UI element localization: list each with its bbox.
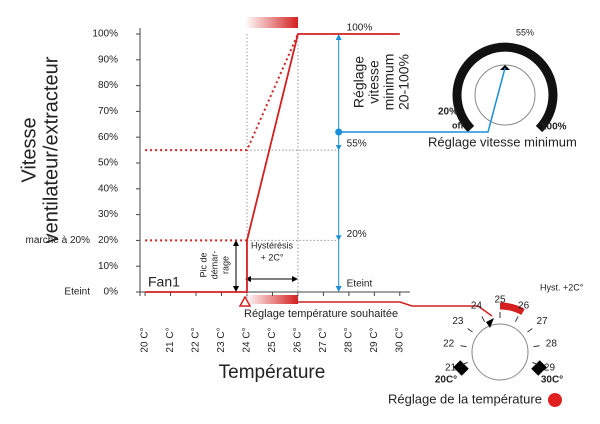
setpoint-link [338, 67, 506, 133]
dial-number: 28 [546, 339, 558, 350]
dial-arc [452, 42, 558, 133]
setpoint-line [298, 301, 493, 317]
y-tick-label: 30% [98, 209, 118, 220]
y-axis-label: Vitesse [18, 117, 40, 182]
dial-tick [467, 328, 473, 333]
dial-stop [531, 360, 547, 376]
x-tick-label: 25 C° [267, 327, 278, 352]
y-tick-label: 50% [98, 158, 118, 169]
hysteresis-label: + 2C° [261, 252, 284, 262]
series-line [145, 33, 299, 152]
scale-label: 20% [347, 229, 367, 240]
y-tick-label: 40% [98, 183, 118, 194]
off-label: Eteint [64, 287, 90, 298]
dial-number: 29 [544, 363, 556, 374]
x-tick-label: 26 C° [293, 327, 304, 352]
arrow-head [335, 235, 342, 241]
y-tick-label: 90% [98, 54, 118, 65]
arrow-head [245, 276, 298, 282]
y-tick-label: 100% [92, 29, 118, 40]
dial-label: off [452, 120, 464, 130]
dial-tick [460, 345, 467, 348]
x-tick-label: 20 C° [140, 327, 151, 352]
dial-number: 22 [443, 339, 455, 350]
dial-number: 24 [471, 300, 483, 311]
hysteresis-label: Hystérésis [251, 240, 294, 250]
temp-caption: Réglage de la température [388, 391, 542, 406]
y-tick-label: 70% [98, 106, 118, 117]
dial-label: 30C° [541, 375, 563, 386]
scale-label: 100% [347, 23, 373, 34]
dial-number: 21 [445, 363, 457, 374]
y-tick-label: 80% [98, 80, 118, 91]
x-tick-label: 30 C° [394, 327, 405, 352]
dial-pointer [500, 65, 510, 70]
dial-label: 20% [438, 107, 458, 118]
speed-caption: Réglage vitesse minimum [428, 134, 577, 149]
dial-tick [533, 345, 540, 348]
dial-knob [471, 323, 529, 381]
y-tick-label: 60% [98, 132, 118, 143]
x-tick-label: 28 C° [344, 327, 355, 352]
series-label: Fan1 [148, 274, 180, 290]
x-tick-label: 23 C° [216, 327, 227, 352]
speed-range-label: 20-100% [396, 54, 412, 110]
scale-label: Eteint [347, 279, 373, 290]
speed-range-label: Réglage [351, 56, 367, 108]
x-tick-label: 21 C° [165, 327, 176, 352]
startup-label: rage [220, 256, 230, 274]
temp-setpoint-label: Réglage température souhaitée [244, 308, 398, 320]
speed-range-label: vitesse [366, 60, 382, 104]
arrow-head [233, 240, 239, 292]
dial-label: 100% [541, 122, 567, 133]
startup-label: démar- [209, 251, 219, 280]
start-label: marche à 20% [26, 235, 91, 246]
dial-tick [461, 362, 468, 365]
dial-tick [481, 316, 486, 322]
hysteresis-band [245, 295, 298, 304]
x-tick-label: 22 C° [191, 327, 202, 352]
speed-range-label: minimum [381, 54, 397, 111]
marker-triangle [238, 295, 252, 307]
dial-number: 25 [494, 295, 506, 306]
dial-label: 20C° [435, 375, 457, 386]
x-tick-label: 29 C° [369, 327, 380, 352]
dial-pointer [486, 318, 494, 328]
hysteresis-band [245, 17, 298, 28]
startup-label: Pic de [198, 252, 208, 277]
x-tick-label: 27 C° [318, 327, 329, 352]
dial-number: 27 [537, 316, 549, 327]
y-tick-label: 10% [98, 261, 118, 272]
dial-stop [453, 360, 469, 376]
red-dot [548, 393, 562, 407]
dial-tick [532, 362, 539, 365]
x-axis-label: Température [219, 362, 326, 383]
hyst-arc [499, 302, 525, 316]
dial-label: 55% [516, 27, 534, 37]
x-tick-label: 24 C° [242, 327, 253, 352]
y-tick-label: 20% [98, 235, 118, 246]
dial-number: 23 [452, 316, 464, 327]
dial-tick [514, 316, 519, 322]
scale-label: 55% [347, 139, 367, 150]
dial-tick [527, 328, 533, 333]
arrow-head [335, 145, 342, 151]
dial-number: 26 [518, 300, 530, 311]
dial-label: Hyst. +2C° [540, 282, 584, 292]
y-axis-label: ventilateur/extracteur [40, 56, 62, 243]
y-tick-label: 0% [104, 287, 119, 298]
dial-knob [474, 64, 536, 126]
